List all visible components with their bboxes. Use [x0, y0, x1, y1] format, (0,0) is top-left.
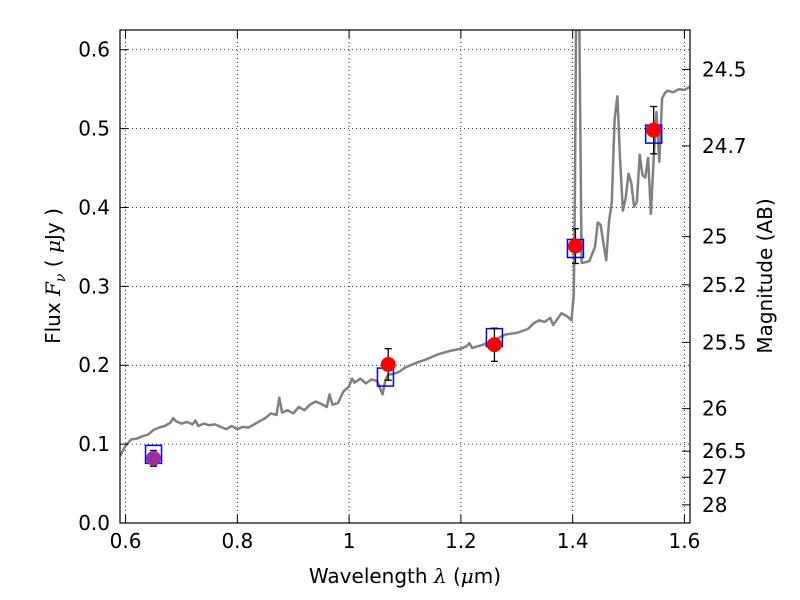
y2-tick-label: 26	[702, 397, 727, 421]
observed-flux-point	[380, 356, 396, 372]
y2-tick-label: 24.5	[702, 57, 747, 81]
y-tick-label: 0.0	[78, 511, 110, 535]
y-tick-label: 0.2	[78, 353, 110, 377]
ticks-layer: 0.6 0.8 1 1.2 1.4 1.6 0.0 0.1 0.2 0.3 0.4 0.5 0.6 24.…	[78, 30, 747, 553]
x-axis-label: Wavelength λ (μm)	[309, 564, 501, 588]
x-tick-label: 1.6	[669, 529, 701, 553]
y-tick-label: 0.4	[78, 195, 110, 219]
observed-flux-point	[486, 337, 502, 353]
x-tick-label: 1.2	[445, 529, 477, 553]
x-tick-label: 1	[343, 529, 356, 553]
observed-flux-point	[567, 238, 583, 254]
markers-layer	[144, 105, 663, 467]
y2-tick-label: 28	[702, 493, 727, 517]
y-axis-label: Flux Fν ( μJy )	[41, 208, 69, 344]
y2-tick-label: 25	[702, 225, 727, 249]
y2-tick-label: 25.5	[702, 330, 747, 354]
y2-tick-label: 25.2	[702, 273, 747, 297]
y-tick-label: 0.1	[78, 432, 110, 456]
y-tick-label: 0.3	[78, 274, 110, 298]
x-tick-label: 1.4	[557, 529, 589, 553]
y-tick-label: 0.6	[78, 38, 110, 62]
observed-flux-point	[146, 450, 162, 466]
spectrum-line	[120, 30, 690, 457]
y-tick-label: 0.5	[78, 117, 110, 141]
x-tick-label: 0.6	[110, 529, 142, 553]
y2-tick-label: 24.7	[702, 134, 747, 158]
y2-tick-label: 27	[702, 465, 727, 489]
plot-frame	[119, 29, 691, 524]
y2-axis-label: Magnitude (AB)	[753, 198, 777, 353]
y2-tick-label: 26.5	[702, 439, 747, 463]
series-layer	[120, 30, 690, 457]
observed-flux-point	[646, 122, 662, 138]
x-tick-label: 0.8	[221, 529, 253, 553]
